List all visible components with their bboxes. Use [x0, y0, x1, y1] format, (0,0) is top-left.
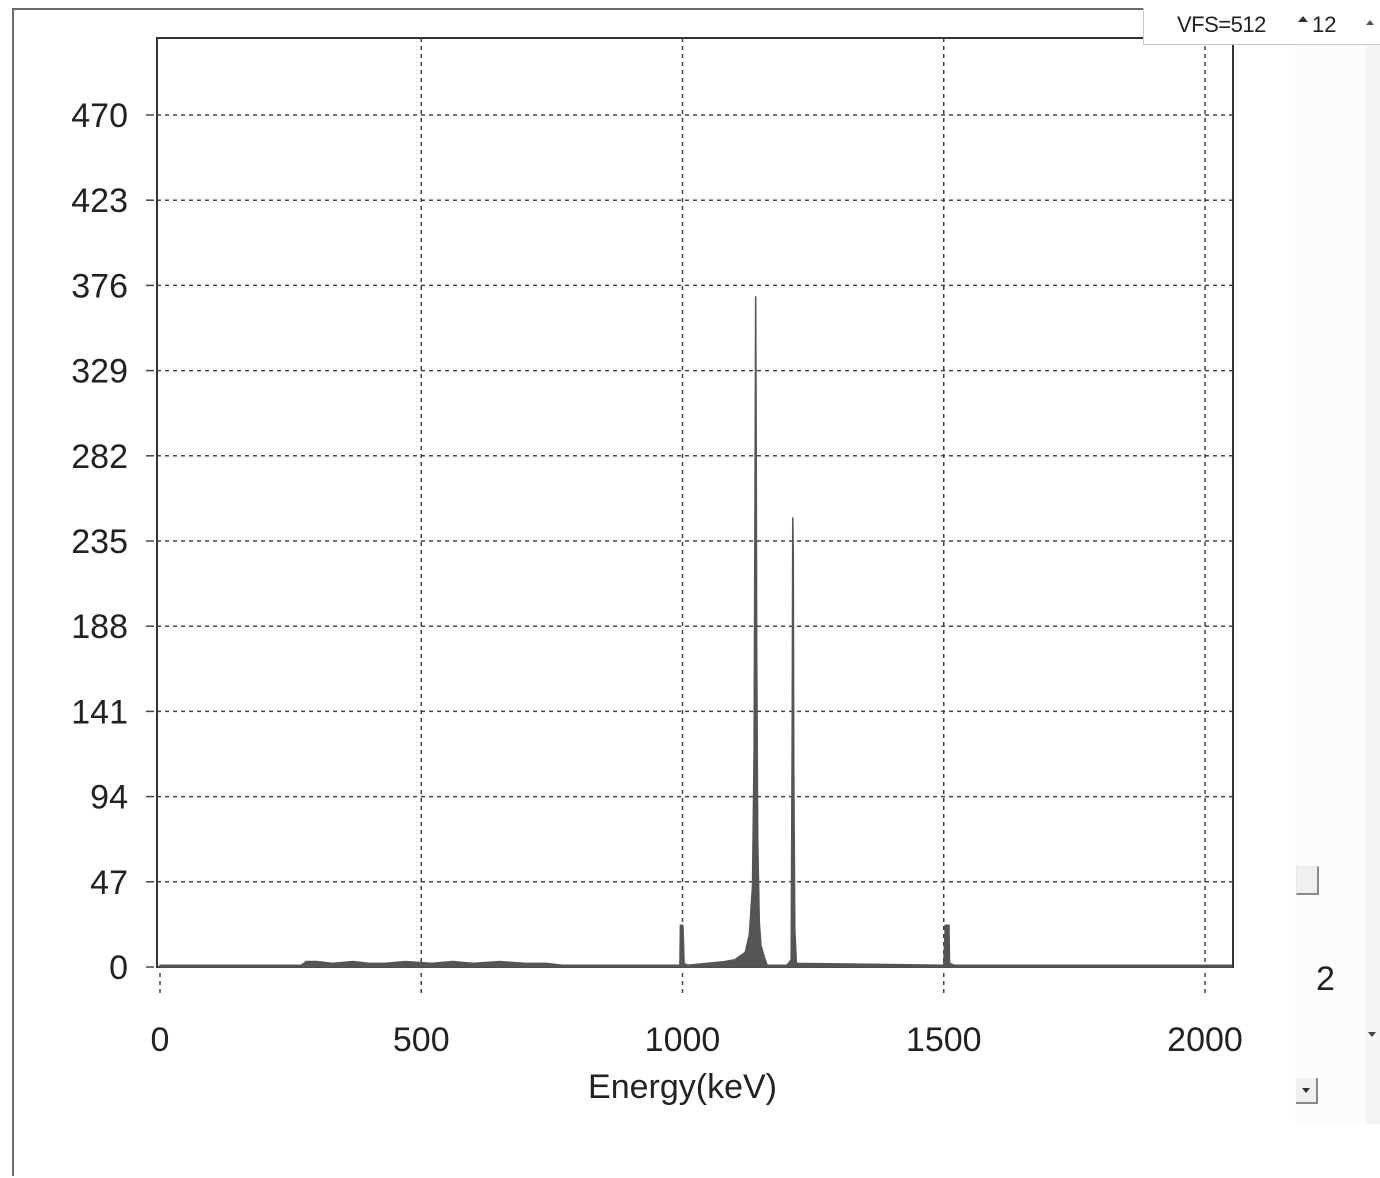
x-tick-label: 1000 — [645, 1021, 721, 1059]
x-tick-label: 1500 — [906, 1021, 982, 1059]
y-tick-label: 376 — [71, 267, 128, 305]
y-tick-label: 141 — [71, 693, 128, 731]
x-tick-label: 2000 — [1167, 1021, 1243, 1059]
axis-ticks: 0 47 94 141 188 235 282 329 376 423 470 0 500 1000 150… — [71, 97, 1243, 1059]
arrow-up-icon[interactable] — [1366, 20, 1374, 25]
channel-number: 2 — [1316, 960, 1335, 998]
y-tick-label: 188 — [71, 608, 128, 646]
y-tick-label: 470 — [71, 97, 128, 135]
scale-slider-thumb[interactable] — [1296, 866, 1319, 895]
y-tick-label: 235 — [71, 523, 128, 561]
y-tick-label: 423 — [71, 182, 128, 220]
plot-area — [156, 37, 1234, 968]
x-axis-label: Energy(keV) — [588, 1068, 777, 1106]
spectrum-series-area — [159, 296, 1232, 968]
y-tick-label: 0 — [109, 949, 128, 987]
y-tick-label: 282 — [71, 438, 128, 476]
spin-down-button[interactable] — [1296, 1078, 1318, 1104]
zoom-spin-value[interactable]: 12 — [1312, 12, 1337, 37]
grid-lines — [157, 38, 1233, 967]
window-frame — [12, 8, 1380, 1176]
x-tick-label: 500 — [393, 1021, 450, 1059]
arrow-down-icon[interactable] — [1368, 1032, 1376, 1037]
y-tick-label: 94 — [90, 779, 128, 817]
y-tick-label: 47 — [90, 864, 128, 902]
side-panel — [1295, 44, 1380, 1124]
x-tick-label: 0 — [151, 1021, 170, 1059]
triangle-up-icon[interactable] — [1298, 16, 1308, 22]
scale-readout-panel — [1143, 8, 1380, 45]
scrollbar-track[interactable] — [1366, 44, 1380, 1124]
chevron-down-icon — [1302, 1088, 1310, 1093]
vfs-readout: VFS=512 — [1177, 12, 1266, 37]
y-tick-label: 329 — [71, 353, 128, 391]
